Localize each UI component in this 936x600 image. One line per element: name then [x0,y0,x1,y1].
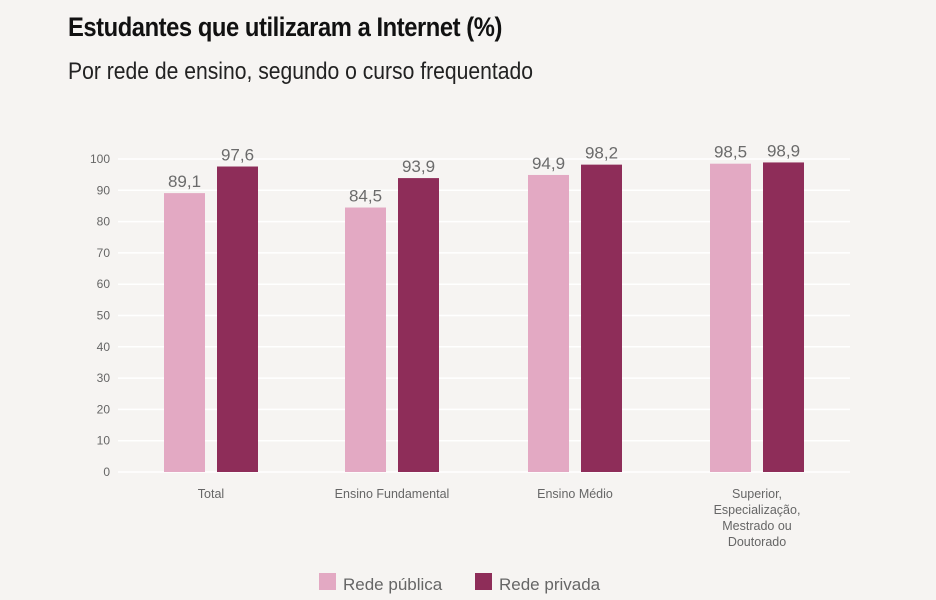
data-label: 98,5 [714,143,747,162]
data-label: 97,6 [221,146,254,165]
legend-swatch [475,573,492,590]
bar-rede-publica [345,207,386,472]
bar-rede-privada [217,166,258,472]
x-category-label: Ensino Médio [537,487,613,501]
y-tick-label: 30 [97,371,111,385]
data-label: 98,9 [767,141,800,160]
x-category-label: Mestrado ou [722,519,792,533]
data-label: 94,9 [532,154,565,173]
y-tick-label: 60 [97,277,111,291]
chart-title: Estudantes que utilizaram a Internet (%) [68,12,502,42]
y-tick-label: 100 [90,152,110,166]
bar-rede-publica [710,163,751,472]
bar-rede-privada [398,178,439,472]
data-label: 98,2 [585,144,618,163]
bar-rede-privada [581,164,622,472]
data-label: 93,9 [402,157,435,176]
y-tick-label: 20 [97,402,111,416]
x-category-label: Ensino Fundamental [335,487,450,501]
bar-rede-publica [528,174,569,472]
data-label: 89,1 [168,172,201,191]
chart-subtitle: Por rede de ensino, segundo o curso freq… [68,58,533,85]
y-tick-label: 70 [97,246,111,260]
legend-label: Rede pública [343,575,443,594]
x-category-label: Doutorado [728,535,786,549]
y-tick-label: 90 [97,183,111,197]
y-tick-label: 50 [97,309,111,323]
data-label: 84,5 [349,187,382,206]
bar-rede-privada [763,162,804,472]
legend-label: Rede privada [499,575,601,594]
x-category-label: Superior, [732,487,782,501]
y-tick-label: 0 [103,465,110,479]
y-tick-label: 10 [97,434,111,448]
legend-swatch [319,573,336,590]
x-category-label: Total [198,487,224,501]
x-category-label: Especialização, [714,503,801,517]
bar-rede-publica [164,193,205,472]
y-tick-label: 40 [97,340,111,354]
y-tick-label: 80 [97,215,111,229]
